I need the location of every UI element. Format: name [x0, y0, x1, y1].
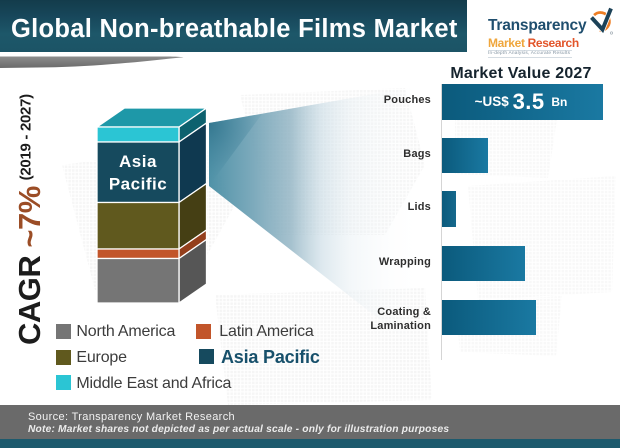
svg-text:Asia: Asia [119, 152, 157, 171]
svg-text:CAGR ~7% (2019 - 2027): CAGR ~7% (2019 - 2027) [12, 94, 47, 345]
svg-text:Pacific: Pacific [109, 175, 167, 194]
